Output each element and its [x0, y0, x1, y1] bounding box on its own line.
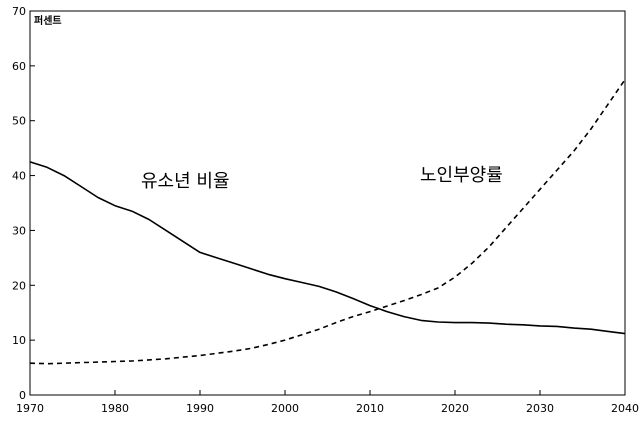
series-line-elderly-dependency	[29, 79, 626, 365]
y-tick-label: 10	[12, 334, 26, 347]
plot-area	[29, 10, 626, 396]
x-tick-label: 2020	[441, 402, 469, 415]
y-tick-label: 20	[12, 279, 26, 292]
series-label-elderly-dependency: 노인부양률	[420, 165, 503, 186]
y-tick-label: 30	[12, 224, 26, 237]
x-tick-label: 2040	[611, 402, 639, 415]
y-tick-label: 60	[12, 60, 26, 73]
x-tick-label: 2010	[356, 402, 384, 415]
y-tick-label: 70	[12, 5, 26, 18]
plot-frame	[29, 10, 626, 396]
x-tick-label: 1970	[16, 402, 44, 415]
unit-label: 퍼센트	[34, 14, 62, 27]
y-tick-label: 40	[12, 170, 26, 183]
x-tick-label: 2030	[526, 402, 554, 415]
y-tick-label: 0	[19, 389, 26, 402]
x-tick-label: 2000	[271, 402, 299, 415]
x-tick-label: 1990	[186, 402, 214, 415]
x-tick-label: 1980	[101, 402, 129, 415]
series-line-youth-ratio	[29, 161, 626, 335]
y-tick-label: 50	[12, 115, 26, 128]
series-label-youth-ratio: 유소년 비율	[141, 171, 230, 192]
series-lines	[29, 79, 626, 365]
